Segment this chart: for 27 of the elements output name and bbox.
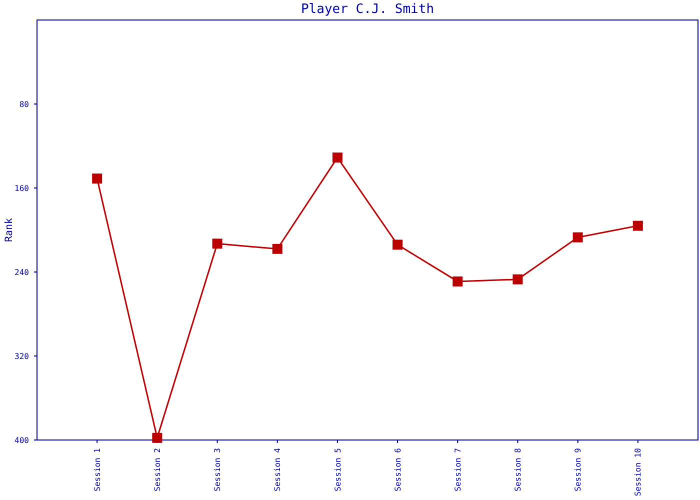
x-tick-label: Session 9 [574,448,583,492]
x-tick-label: Session 10 [634,448,643,496]
chart-title: Player C.J. Smith [300,2,434,17]
x-tick-label: Session 2 [152,448,162,492]
point [392,240,403,250]
y-tick-label: 80 [19,100,30,109]
point [212,238,222,249]
x-tick-label: Session 3 [213,448,222,492]
x-tick-label: Session 1 [92,448,102,492]
x-tick-label: Session 8 [514,448,523,492]
point [92,174,102,184]
x-tick-label: Session 6 [393,448,402,492]
point [152,432,162,443]
point [512,274,523,284]
x-tick-label: Session 5 [333,448,342,492]
y-tick-label: 240 [14,268,30,277]
y-axis-title: Rank [4,218,15,242]
y-tick-label: 160 [14,184,30,193]
point [632,220,643,231]
y-tick-label: 320 [14,352,30,361]
point [572,232,583,242]
point [332,152,342,163]
point [272,244,282,254]
x-tick-label: Session 4 [273,448,282,492]
y-tick-label: 400 [14,436,30,445]
x-tick-label: Session 7 [453,448,462,492]
point [452,276,463,286]
